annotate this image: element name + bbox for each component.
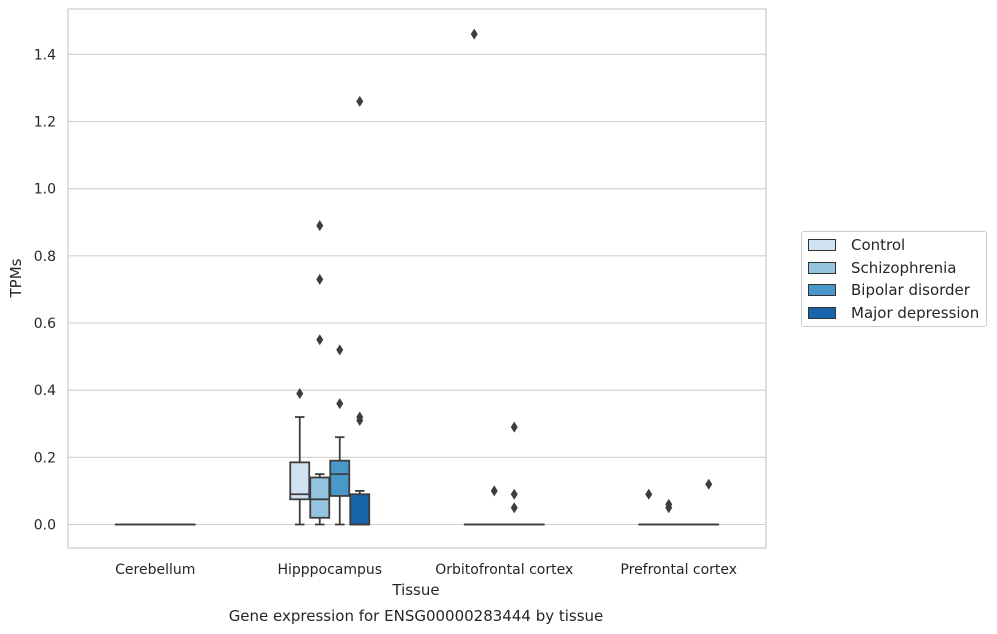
outlier-point [510, 502, 518, 514]
boxes [114, 28, 720, 526]
outlier-point [356, 414, 364, 426]
x-axis-ticks: Cerebellum Hipppocampus Orbitofrontal cort… [115, 562, 737, 578]
y-tick-label: 1.0 [34, 182, 56, 198]
y-tick-label: 0.6 [34, 316, 56, 332]
y-tick-label: 1.4 [34, 47, 56, 63]
box-orbitofrontal-cortex-control [463, 28, 485, 526]
x-tick-label: Hipppocampus [277, 562, 382, 578]
outlier-point [665, 502, 673, 514]
x-tick-label: Cerebellum [115, 562, 195, 578]
outlier-point [705, 478, 713, 490]
legend-label-schizophrenia: Schizophrenia [851, 258, 957, 277]
y-tick-label: 0.8 [34, 249, 56, 265]
gridlines [68, 53, 766, 526]
box-orbitofrontal-cortex-schizophrenia [483, 485, 505, 526]
outlier-point [316, 273, 324, 285]
y-tick-label: 0.2 [34, 450, 56, 466]
legend-swatch-bipolar-disorder [808, 284, 836, 296]
outlier-point [296, 388, 304, 400]
y-axis-ticks: 0.0 0.2 0.4 0.6 0.8 1.0 1.2 1.4 [34, 47, 56, 533]
box-prefrontal-cortex-major-depression [698, 478, 720, 526]
legend-swatch-control [808, 239, 836, 251]
box-body [349, 493, 371, 526]
legend-label-bipolar-disorder: Bipolar disorder [851, 281, 970, 299]
y-tick-label: 0.0 [34, 517, 56, 533]
legend-label-major-depression: Major depression [851, 303, 980, 322]
legend-item-schizophrenia: Schizophrenia [808, 258, 956, 278]
legend-swatch-major-depression [808, 306, 836, 319]
outlier-point [490, 485, 498, 497]
outlier-point [356, 95, 364, 107]
box-orbitofrontal-cortex-bipolar-disorder [503, 421, 525, 526]
box-body [309, 476, 331, 519]
y-axis-label: TPMs [7, 258, 25, 298]
x-axis-label: Tissue [391, 581, 439, 599]
legend-item-bipolar-disorder: Bipolar disorder [808, 280, 970, 300]
box-hipppocampus-control [289, 388, 311, 526]
legend-swatch-schizophrenia [808, 261, 836, 274]
outlier-point [316, 220, 324, 232]
box-hipppocampus-major-depression [349, 95, 371, 526]
chart-caption: Gene expression for ENSG00000283444 by t… [229, 607, 604, 625]
outlier-point [336, 398, 344, 410]
x-tick-label: Prefrontal cortex [620, 562, 737, 578]
box-hipppocampus-schizophrenia [309, 220, 331, 526]
box-prefrontal-cortex-control [638, 488, 660, 526]
legend-item-control: Control [808, 235, 905, 255]
legend-label-control: Control [851, 236, 906, 254]
outlier-point [510, 488, 518, 500]
box-hipppocampus-bipolar-disorder [329, 344, 351, 526]
outlier-point [645, 488, 653, 500]
legend: Control Schizophrenia Bipolar disorder M… [801, 231, 987, 327]
outlier-point [470, 28, 478, 40]
box-body [329, 459, 351, 497]
x-tick-label: Orbitofrontal cortex [435, 562, 573, 578]
outlier-point [510, 421, 518, 433]
box-body [289, 461, 311, 501]
box-prefrontal-cortex-schizophrenia [658, 498, 680, 526]
y-tick-label: 0.4 [34, 383, 56, 399]
legend-item-major-depression: Major depression [808, 303, 979, 323]
plot-area-frame [67, 8, 767, 549]
outlier-point [336, 344, 344, 356]
outlier-point [316, 334, 324, 346]
y-tick-label: 1.2 [34, 115, 56, 131]
